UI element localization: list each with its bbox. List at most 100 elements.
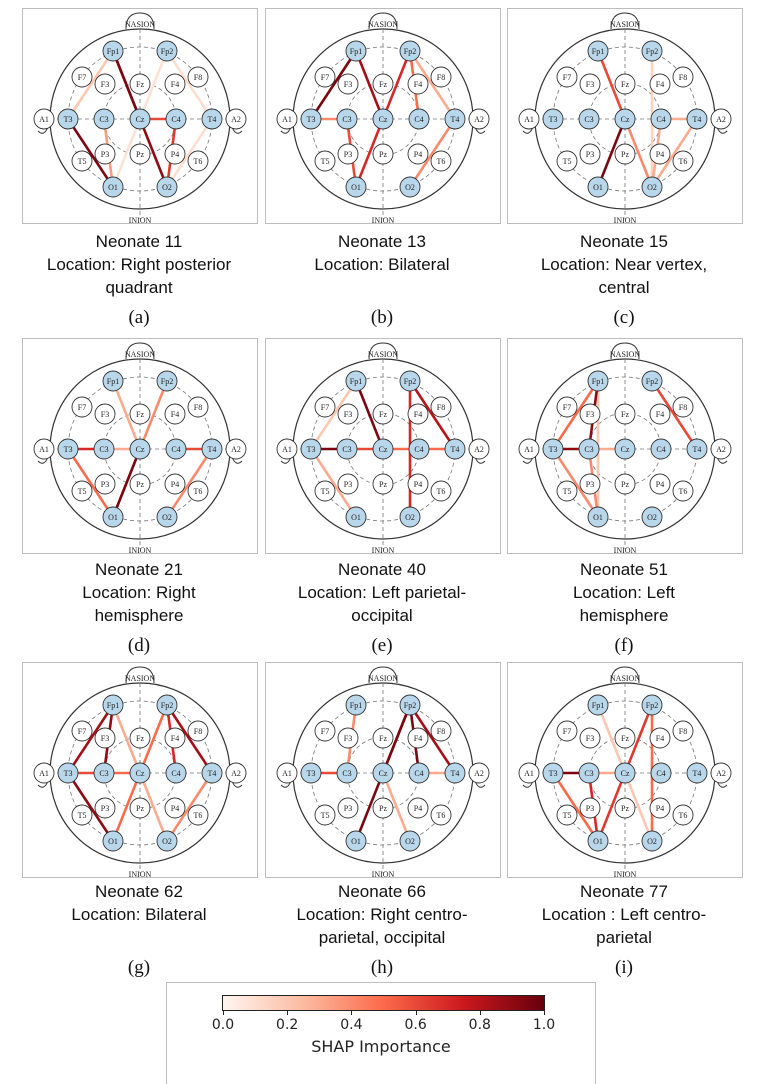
electrode-Pz [129,143,151,165]
electrode-label: A2 [716,769,726,778]
colorbar-tick-label: 0.4 [340,1017,363,1033]
electrode-C4 [650,438,672,460]
inion-label: INION [129,546,152,553]
electrode-O1 [587,506,609,528]
electrode-label: Cz [136,769,145,778]
electrode-label: P3 [344,150,352,159]
electrode-F3 [337,73,359,95]
inion-label: INION [129,216,152,223]
electrode-label: F7 [563,403,571,412]
nose-icon [368,666,398,684]
electrode-Fz [614,403,636,425]
electrode-label: Cz [379,445,388,454]
nose-icon [125,12,155,30]
nasion-label: NASION [125,350,155,359]
electrode-C4 [165,762,187,784]
electrode-label: T4 [208,445,217,454]
electrode-O1 [345,176,367,198]
electrode-label: T5 [78,157,87,166]
caption-line: Location: Right posterior [46,255,232,274]
electrode-label: F3 [101,734,109,743]
electrode-Fz [372,403,394,425]
electrode-Fp1 [102,694,124,716]
electrode-label: F4 [171,80,179,89]
electrode-label: P4 [414,150,422,159]
electrode-T4 [201,108,223,130]
panel-letter: (g) [127,957,151,978]
electrode-O2 [156,506,178,528]
electrode-label: A1 [524,769,534,778]
electrode-O1 [102,830,124,852]
electrode-label: F8 [437,73,445,82]
electrode-label: F3 [586,734,594,743]
electrode-label: O1 [351,837,361,846]
caption-line: Location: Right [82,583,196,602]
electrode-C4 [408,438,430,460]
electrode-label: F7 [321,403,329,412]
electrode-Cz [372,438,394,460]
electrode-T6 [187,150,209,172]
topoplot-panel: NASION INION Fp1 Fp2 F7 F3 Fz F4 F8 A1 T3 C3 Cz C4 T4 A… [507,8,743,224]
electrode-label: Fz [621,410,629,419]
electrode-A1 [518,762,540,784]
electrode-label: Pz [621,804,629,813]
electrode-label: C4 [414,769,423,778]
inion-label: INION [614,216,637,223]
edge-T3-O1 [551,447,600,519]
electrode-label: O2 [647,837,657,846]
nasion-label: NASION [125,674,155,683]
electrode-label: O2 [405,183,415,192]
electrode-F8 [672,396,694,418]
electrode-label: F8 [437,727,445,736]
electrode-Fp1 [345,694,367,716]
edge-T3-O1 [66,447,115,519]
electrode-T4 [444,108,466,130]
electrode-label: Cz [621,769,630,778]
nose-icon [610,342,640,360]
edge-Fp2-T4 [408,49,457,121]
electrode-A1 [276,108,298,130]
electrode-label: T5 [78,811,87,820]
caption-line: Neonate 77 [580,882,668,901]
electrode-Fp2 [156,694,178,716]
electrode-P3 [579,143,601,165]
electrode-C4 [650,108,672,130]
electrode-label: C3 [342,445,351,454]
electrode-P3 [337,473,359,495]
edge-T3-O1 [551,771,600,843]
electrode-O2 [156,830,178,852]
electrode-T6 [187,480,209,502]
electrode-label: C4 [656,115,665,124]
electrode-T5 [71,150,93,172]
electrode-Cz [614,438,636,460]
electrode-T3 [300,762,322,784]
electrode-label: T3 [64,769,73,778]
nasion-label: NASION [610,20,640,29]
electrode-label: Fz [136,410,144,419]
electrode-O1 [587,176,609,198]
electrode-label: Fz [379,734,387,743]
caption-line: Neonate 13 [338,232,426,251]
electrode-label: A2 [231,769,241,778]
inion-label: INION [129,870,152,877]
electrode-label: Pz [136,150,144,159]
electrode-label: T3 [64,445,73,454]
electrode-label: Fp1 [592,377,604,386]
nose-icon [368,12,398,30]
electrode-label: A1 [39,115,49,124]
electrode-F8 [187,66,209,88]
electrode-label: O2 [647,183,657,192]
electrode-F4 [407,403,429,425]
electrode-P4 [407,143,429,165]
electrode-Cz [372,762,394,784]
electrode-A2 [468,762,490,784]
electrode-Cz [129,438,151,460]
electrode-Fz [614,727,636,749]
caption-line: hemisphere [94,606,184,625]
colorbar-tick-label: 0.8 [468,1017,491,1033]
electrode-label: F3 [586,80,594,89]
panel-caption: Neonate 13 Location: Bilateral [257,230,507,276]
electrode-Fz [129,73,151,95]
electrode-label: C4 [414,115,423,124]
edge-Fp2-T4 [165,49,214,121]
